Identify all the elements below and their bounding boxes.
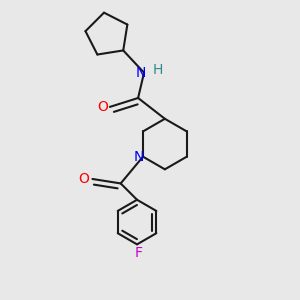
Text: F: F [134,246,142,260]
Text: O: O [97,100,108,114]
Text: N: N [133,150,144,164]
Text: H: H [152,63,163,77]
Text: O: O [79,172,90,186]
Text: N: N [136,66,146,80]
